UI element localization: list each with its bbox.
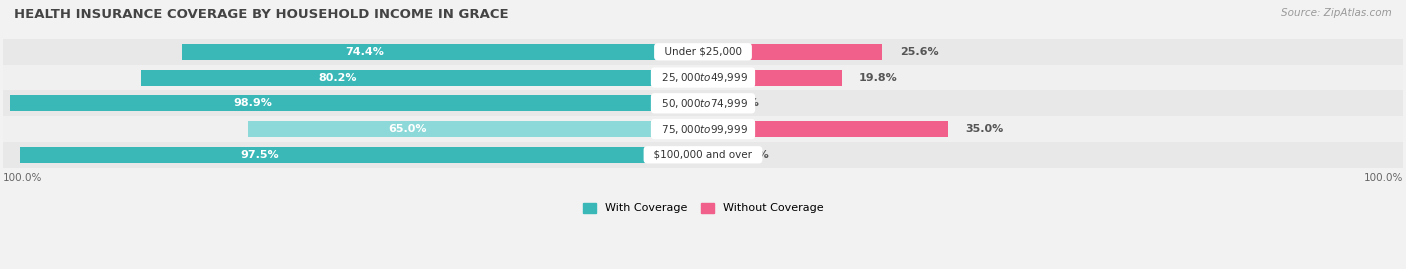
Text: 19.8%: 19.8% — [859, 73, 898, 83]
Text: 100.0%: 100.0% — [3, 173, 42, 183]
Bar — [247, 121, 703, 137]
Text: Under $25,000: Under $25,000 — [658, 47, 748, 57]
Text: 100.0%: 100.0% — [1364, 173, 1403, 183]
Bar — [703, 95, 710, 111]
Text: $25,000 to $49,999: $25,000 to $49,999 — [655, 71, 751, 84]
Text: 25.6%: 25.6% — [900, 47, 938, 57]
Text: 97.5%: 97.5% — [240, 150, 278, 160]
Bar — [703, 147, 720, 163]
Bar — [703, 44, 882, 60]
Text: 98.9%: 98.9% — [233, 98, 273, 108]
Text: 1.1%: 1.1% — [728, 98, 759, 108]
Text: HEALTH INSURANCE COVERAGE BY HOUSEHOLD INCOME IN GRACE: HEALTH INSURANCE COVERAGE BY HOUSEHOLD I… — [14, 8, 509, 21]
Text: $75,000 to $99,999: $75,000 to $99,999 — [655, 123, 751, 136]
Bar — [181, 44, 703, 60]
Legend: With Coverage, Without Coverage: With Coverage, Without Coverage — [578, 198, 828, 218]
Text: 65.0%: 65.0% — [388, 124, 426, 134]
Text: 35.0%: 35.0% — [966, 124, 1004, 134]
Text: 80.2%: 80.2% — [319, 73, 357, 83]
Bar — [3, 39, 1403, 65]
Bar — [3, 116, 1403, 142]
Bar — [703, 70, 842, 86]
Text: 74.4%: 74.4% — [344, 47, 384, 57]
Text: $100,000 and over: $100,000 and over — [647, 150, 759, 160]
Bar — [3, 90, 1403, 116]
Text: $50,000 to $74,999: $50,000 to $74,999 — [655, 97, 751, 110]
Bar — [3, 142, 1403, 168]
Text: 2.5%: 2.5% — [738, 150, 769, 160]
Bar — [20, 147, 703, 163]
Bar — [3, 65, 1403, 90]
Bar — [703, 121, 948, 137]
Text: Source: ZipAtlas.com: Source: ZipAtlas.com — [1281, 8, 1392, 18]
Bar — [142, 70, 703, 86]
Bar — [10, 95, 703, 111]
